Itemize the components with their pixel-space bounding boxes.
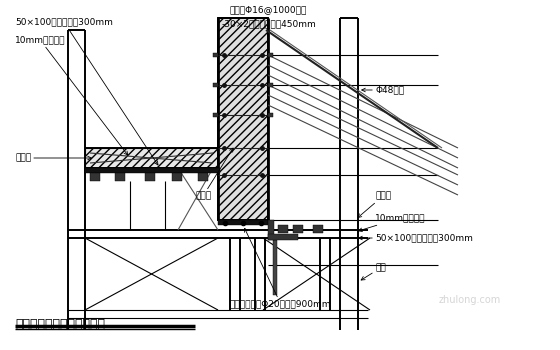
Bar xyxy=(198,173,208,181)
Text: 梁内撑Φ16@1000钢筋: 梁内撑Φ16@1000钢筋 xyxy=(230,6,307,14)
Text: 斜撑: 斜撑 xyxy=(361,264,386,280)
Bar xyxy=(172,173,182,181)
Bar xyxy=(268,83,273,87)
Bar xyxy=(218,18,268,220)
Bar xyxy=(268,234,298,240)
Text: 阴角模: 阴角模 xyxy=(358,191,391,218)
Text: 钢筋焊接支架Φ20，间距900mm: 钢筋焊接支架Φ20，间距900mm xyxy=(230,228,332,308)
Bar xyxy=(115,173,125,181)
Bar xyxy=(213,83,218,87)
Text: 50×100木枋，间距300mm: 50×100木枋，间距300mm xyxy=(359,233,473,243)
Text: zhulong.com: zhulong.com xyxy=(439,295,501,305)
Text: 框架梁: 框架梁 xyxy=(195,148,233,201)
Bar xyxy=(293,225,303,233)
Text: 50×100木枋，间距300mm: 50×100木枋，间距300mm xyxy=(15,18,158,165)
Bar xyxy=(145,173,155,181)
Bar xyxy=(85,148,218,168)
Bar xyxy=(273,240,277,295)
Bar xyxy=(90,173,100,181)
Bar xyxy=(268,113,273,117)
Bar xyxy=(85,168,220,173)
Text: 框架梁、现浇板模板支撑图: 框架梁、现浇板模板支撑图 xyxy=(15,318,105,331)
Bar xyxy=(313,225,323,233)
Bar xyxy=(268,220,274,240)
Text: Φ48钢管: Φ48钢管 xyxy=(362,85,404,94)
Bar xyxy=(278,225,288,233)
Text: 10mm厚复合板: 10mm厚复合板 xyxy=(15,35,128,155)
Bar xyxy=(213,113,218,117)
Bar xyxy=(213,53,218,57)
Text: 现浇板: 现浇板 xyxy=(15,154,91,162)
Bar xyxy=(218,220,268,225)
Text: 10mm厚复合板: 10mm厚复合板 xyxy=(358,214,426,232)
Text: -30×2对拉扁铁间距450mm: -30×2对拉扁铁间距450mm xyxy=(222,20,317,28)
Bar xyxy=(268,53,273,57)
